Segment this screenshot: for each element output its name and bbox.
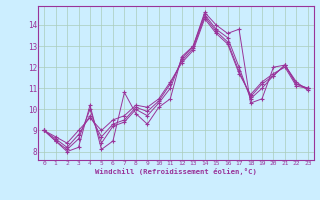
X-axis label: Windchill (Refroidissement éolien,°C): Windchill (Refroidissement éolien,°C) xyxy=(95,168,257,175)
